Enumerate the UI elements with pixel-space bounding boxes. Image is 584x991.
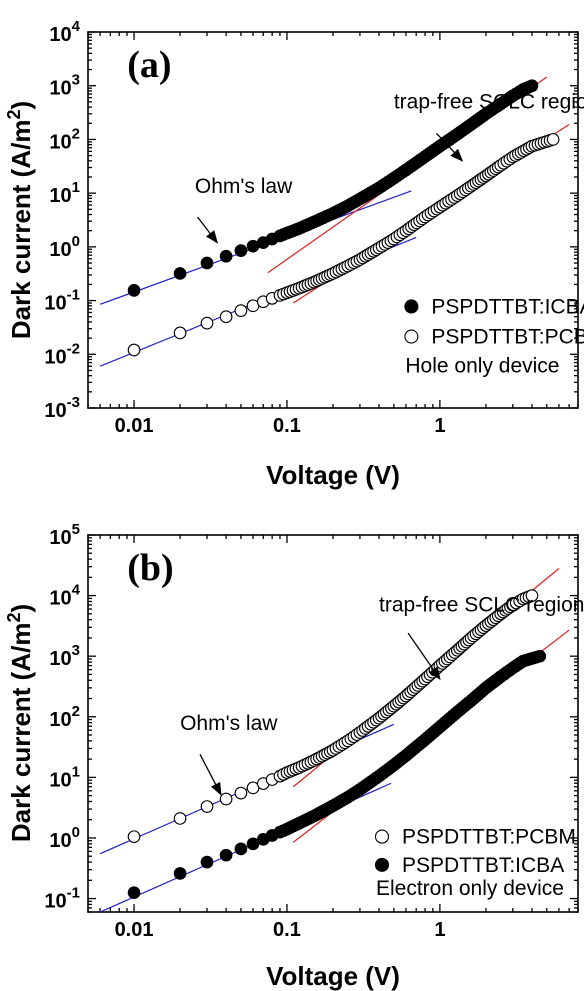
- data-point: [525, 79, 539, 93]
- annotation-text: Ohm's law: [180, 712, 278, 735]
- data-point: [127, 283, 141, 297]
- y-tick-label: 102: [49, 125, 80, 153]
- x-tick-label: 0.01: [115, 919, 154, 941]
- data-point: [173, 812, 187, 825]
- x-axis-title: Voltage (V): [266, 961, 400, 991]
- data-point: [173, 867, 187, 880]
- data-point: [234, 244, 248, 257]
- data-point: [173, 267, 187, 280]
- annotation-arrow: [407, 632, 441, 681]
- x-tick-label: 1: [434, 919, 445, 941]
- legend-label: PSPDTTBT:ICBA: [402, 854, 564, 877]
- x-tick-label: 1: [434, 415, 445, 437]
- annotation-text: trap-free SCLC region: [394, 90, 584, 113]
- y-tick-label: 102: [49, 703, 80, 731]
- device-note: Hole only device: [405, 354, 559, 377]
- annotation-text: trap-free SCLC region: [379, 593, 584, 616]
- data-point: [127, 830, 141, 844]
- panel-label: (b): [127, 547, 173, 589]
- y-tick-label: 100: [49, 824, 80, 852]
- series-pspdttbt-pcbm: [127, 133, 560, 357]
- y-axis-title: Dark current (A/m2): [4, 101, 36, 339]
- data-point: [200, 256, 214, 270]
- device-note: Electron only device: [376, 877, 564, 900]
- x-tick-label: 0.1: [273, 919, 301, 941]
- data-point: [219, 310, 233, 324]
- data-point: [173, 326, 187, 340]
- y-axis-title: Dark current (A/m2): [4, 604, 36, 842]
- y-tick-label: 10-1: [44, 287, 80, 315]
- legend-marker: [404, 299, 419, 314]
- annotation-text: Ohm's law: [195, 175, 293, 198]
- y-tick-label: 100: [49, 233, 80, 261]
- data-point: [234, 304, 248, 317]
- y-tick-label: 104: [49, 582, 80, 610]
- data-point: [200, 800, 214, 813]
- legend-marker: [374, 857, 390, 872]
- data-point: [219, 249, 233, 263]
- legend-label: PSPDTTBT:PCBM: [431, 326, 584, 349]
- x-tick-label: 0.1: [273, 415, 301, 437]
- data-point: [127, 886, 141, 900]
- series-pspdttbt-icba: [127, 649, 547, 900]
- panel-label: (a): [127, 44, 171, 86]
- x-axis-title: Voltage (V): [266, 460, 400, 490]
- y-tick-label: 10-3: [44, 394, 80, 422]
- data-point: [200, 316, 214, 330]
- legend-marker: [374, 829, 390, 844]
- annotation-arrow: [436, 132, 464, 162]
- annotation-arrow: [199, 754, 222, 796]
- y-tick-label: 103: [49, 642, 80, 670]
- y-tick-label: 104: [49, 18, 80, 46]
- data-point: [533, 649, 547, 663]
- data-point: [546, 133, 560, 146]
- series-pspdttbt-icba: [127, 79, 539, 297]
- y-tick-label: 101: [49, 179, 80, 207]
- data-point: [234, 842, 248, 856]
- chart-panel-2: 10-1 100 101 102 103 104 105 0.01 0.1 1 Voltage (V…: [4, 521, 584, 991]
- y-tick-label: 10-2: [44, 340, 80, 368]
- y-tick-label: 101: [49, 763, 80, 791]
- legend-marker: [404, 329, 419, 344]
- x-tick-label: 0.01: [115, 415, 154, 437]
- data-point: [219, 848, 233, 862]
- y-tick-label: 10-1: [44, 885, 80, 913]
- data-point: [219, 792, 233, 806]
- y-tick-label: 105: [49, 521, 80, 549]
- y-tick-label: 103: [49, 72, 80, 100]
- data-point: [525, 589, 539, 602]
- chart-panel-1: 10-3 10-2 10-1 100 101 102 103 104 0.01 0.1 1 Volta…: [4, 18, 584, 490]
- legend-label: PSPDTTBT:ICBA: [431, 295, 584, 318]
- data-point: [200, 855, 214, 869]
- legend-label: PSPDTTBT:PCBM: [402, 826, 576, 849]
- data-point: [127, 343, 141, 357]
- annotation-arrow: [196, 216, 219, 244]
- series-pspdttbt-pcbm: [127, 589, 539, 844]
- data-point: [234, 786, 248, 800]
